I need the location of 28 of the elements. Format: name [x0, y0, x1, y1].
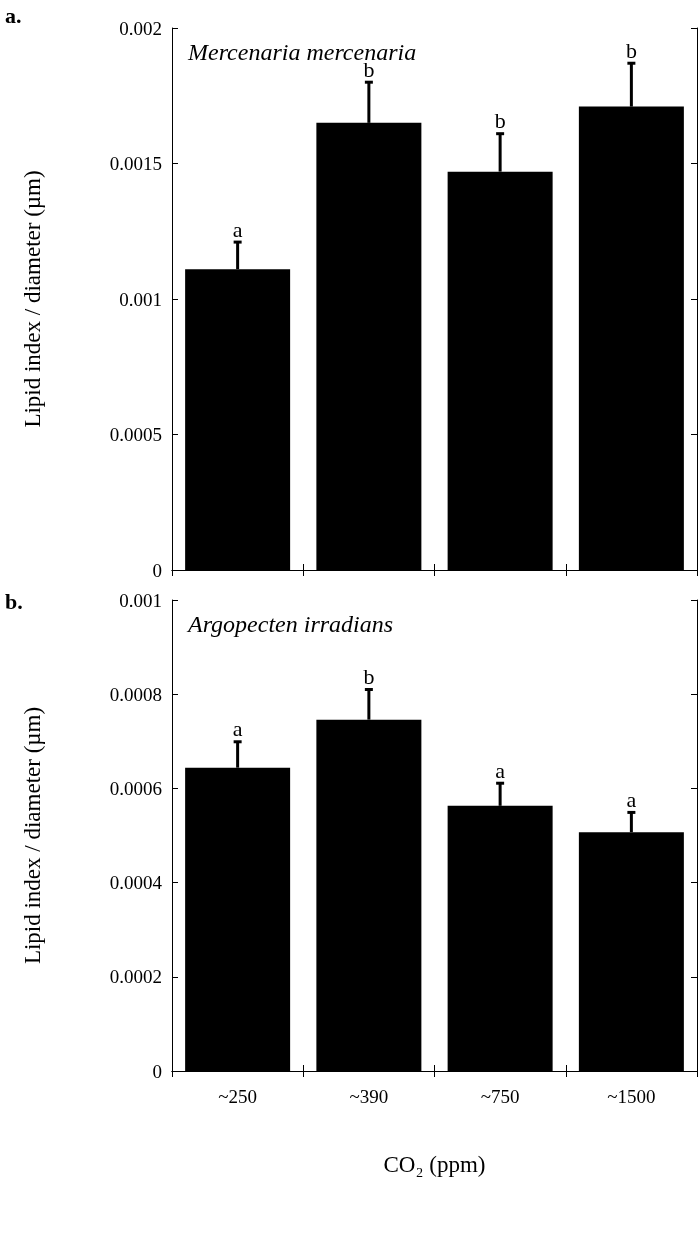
annotation: b [363, 663, 375, 689]
x-tick-label: ~750 [480, 1086, 520, 1107]
annotation: a [232, 216, 243, 242]
annotation: a [495, 757, 506, 783]
y-axis-title: Lipid index / diameter (µm) [20, 706, 45, 965]
annotation: a [626, 786, 637, 812]
y-tick-label: 0.0002 [109, 966, 162, 988]
annotation: b [625, 37, 637, 63]
annotation: b [494, 108, 506, 134]
y-tick-label: 0.001 [119, 589, 162, 611]
y-tick-label: 0.0015 [109, 153, 162, 174]
chart-title: Argopecten irradians [186, 611, 394, 637]
y-tick-label: 0.002 [119, 17, 162, 39]
x-tick-label: ~390 [349, 1086, 389, 1107]
annotation: a [232, 715, 243, 741]
y-tick-label: 0.0004 [109, 872, 163, 894]
y-tick-label: 0 [152, 1060, 162, 1082]
text: b. [5, 588, 23, 614]
y-tick-label: 0.001 [119, 288, 162, 310]
y-tick-label: 0.0005 [109, 424, 162, 445]
y-tick-label: 0.0008 [109, 683, 162, 705]
y-axis-title: Lipid index / diameter (µm) [20, 170, 45, 428]
x-tick-label: ~1500 [607, 1086, 656, 1107]
x-axis-title: CO₂ (ppm) [383, 1152, 486, 1177]
text: a. [5, 2, 22, 28]
y-tick-label: 0 [152, 559, 162, 581]
x-tick-label: ~250 [218, 1086, 258, 1107]
y-tick-label: 0.0006 [109, 777, 162, 799]
